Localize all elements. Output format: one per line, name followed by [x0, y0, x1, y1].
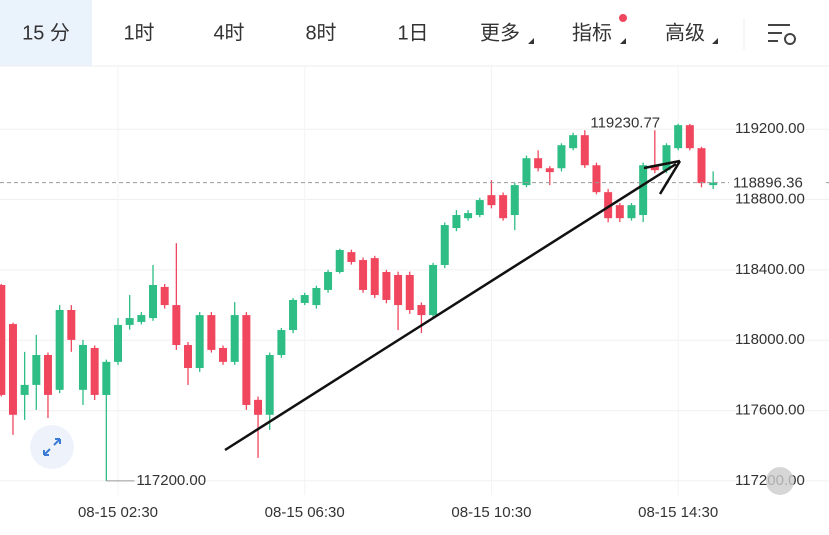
candle-body — [254, 399, 263, 415]
tab[interactable]: 8时 — [305, 21, 336, 44]
tab[interactable]: 4时 — [213, 21, 244, 44]
candle-body — [615, 205, 624, 219]
candle-body — [160, 286, 169, 306]
y-tick-label: 117600.00 — [735, 402, 805, 419]
candle-body — [230, 315, 239, 362]
candle-body — [32, 355, 41, 385]
candle-body — [300, 295, 309, 303]
high-label: 119230.77 — [590, 115, 660, 132]
current-price-tag — [729, 171, 823, 194]
candle-body — [440, 225, 449, 265]
candle-body — [639, 165, 648, 216]
candle-body — [149, 285, 158, 319]
candle-body — [510, 185, 519, 216]
candle-body — [650, 165, 659, 171]
candle-body — [195, 315, 204, 369]
candle-body — [499, 195, 508, 219]
candle-body — [289, 299, 298, 331]
y-tick-label: 118000.00 — [735, 331, 805, 348]
trend-arrow — [224, 162, 677, 452]
candle-body — [604, 192, 613, 219]
candle-body — [347, 252, 356, 262]
candle-body — [557, 145, 566, 169]
candle-body — [370, 258, 379, 296]
candle-body — [359, 260, 368, 290]
y-tick-label: 119200.00 — [735, 120, 805, 137]
candle-body — [172, 305, 181, 345]
candle-body — [102, 361, 111, 395]
candle-body — [709, 182, 718, 186]
candle-body — [277, 330, 286, 356]
candle-body — [417, 305, 426, 316]
candle-body — [8, 324, 17, 415]
tab[interactable]: 高级 — [665, 21, 705, 44]
toolbar — [0, 0, 829, 66]
candle-body — [534, 158, 543, 169]
trend-arrowhead — [643, 159, 682, 195]
low-label: 117200.00 — [136, 472, 206, 489]
candle-body — [312, 288, 321, 306]
x-tick-label: 08-15 06:30 — [265, 504, 345, 521]
scroll-button[interactable] — [766, 467, 794, 495]
tab[interactable]: 更多 — [480, 21, 520, 44]
x-tick-label: 08-15 14:30 — [638, 504, 718, 521]
y-tick-label: 118400.00 — [735, 261, 805, 278]
candle-body — [219, 347, 228, 362]
candle-body — [78, 344, 87, 390]
x-tick-label: 08-15 10:30 — [451, 504, 531, 521]
candle-body — [265, 355, 274, 415]
candle-body — [184, 344, 193, 369]
candle-body — [20, 384, 29, 395]
candle-body — [125, 318, 134, 325]
candle-body — [685, 125, 694, 149]
candle-body — [90, 347, 99, 395]
candle-body — [242, 315, 251, 405]
current-price-label: 118896.36 — [733, 175, 803, 192]
candle-body — [580, 135, 589, 166]
candle-body — [405, 274, 414, 310]
candle-body — [697, 148, 706, 184]
candle-body — [627, 205, 636, 219]
indicator-dot — [619, 14, 627, 22]
x-tick-label: 08-15 02:30 — [78, 504, 158, 521]
candle-body — [592, 165, 601, 193]
candle-body — [394, 274, 403, 306]
candle-body — [475, 200, 484, 216]
candle-body — [43, 355, 52, 395]
candle-body — [382, 271, 391, 300]
candle-body — [569, 135, 578, 149]
tab[interactable]: 指标 — [572, 21, 612, 44]
tab[interactable]: 15 分 — [22, 21, 70, 44]
tab-selected-bg — [0, 0, 92, 66]
candle-body — [67, 309, 76, 340]
candle-body — [452, 215, 461, 229]
candle-body — [429, 264, 438, 316]
candle-body — [335, 250, 344, 272]
candle-body — [545, 168, 554, 173]
expand-button[interactable] — [30, 425, 74, 469]
candle-body — [0, 285, 6, 395]
candle-body — [55, 309, 64, 390]
settings-icon[interactable] — [768, 24, 796, 45]
y-tick-label: 118800.00 — [735, 191, 805, 208]
candle-body — [207, 315, 216, 350]
tab[interactable]: 1日 — [397, 22, 428, 44]
dropdown-markers — [528, 38, 718, 44]
candle-body — [662, 145, 671, 171]
candle-body — [464, 213, 473, 219]
candle-body — [522, 158, 531, 186]
candle-body — [114, 324, 122, 362]
tab[interactable]: 1时 — [123, 21, 154, 44]
candle-body — [487, 195, 496, 206]
candle-body — [137, 315, 146, 322]
candle-body — [674, 125, 683, 149]
candle-body — [324, 271, 333, 290]
